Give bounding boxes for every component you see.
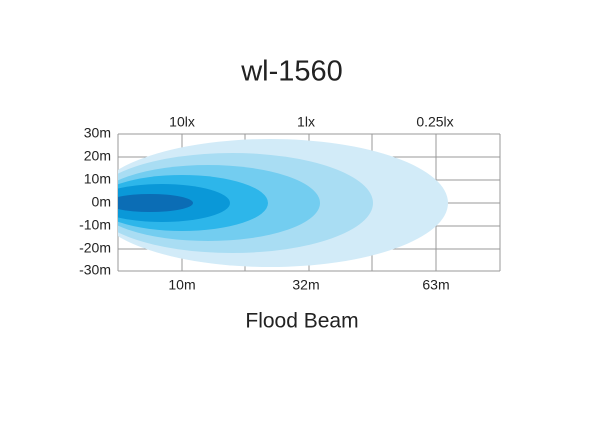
top-labels: 10lx 1lx 0.25lx bbox=[169, 114, 454, 130]
y-label: -30m bbox=[79, 262, 111, 278]
beam-zone bbox=[118, 194, 193, 212]
bottom-labels: 10m 32m 63m bbox=[168, 277, 449, 293]
y-label: 0m bbox=[92, 194, 111, 210]
y-labels: 30m 20m 10m 0m -10m -20m -30m bbox=[79, 125, 111, 278]
top-label: 1lx bbox=[297, 114, 315, 130]
caption: Flood Beam bbox=[245, 310, 358, 333]
top-label: 10lx bbox=[169, 114, 195, 130]
y-label: 30m bbox=[84, 125, 111, 141]
bottom-label: 63m bbox=[422, 277, 449, 293]
y-label: -20m bbox=[79, 240, 111, 256]
title: wl-1560 bbox=[240, 56, 343, 88]
y-label: 20m bbox=[84, 148, 111, 164]
bottom-label: 32m bbox=[292, 277, 319, 293]
beam bbox=[118, 139, 448, 267]
y-label: -10m bbox=[79, 217, 111, 233]
bottom-label: 10m bbox=[168, 277, 195, 293]
top-label: 0.25lx bbox=[416, 114, 453, 130]
y-label: 10m bbox=[84, 171, 111, 187]
